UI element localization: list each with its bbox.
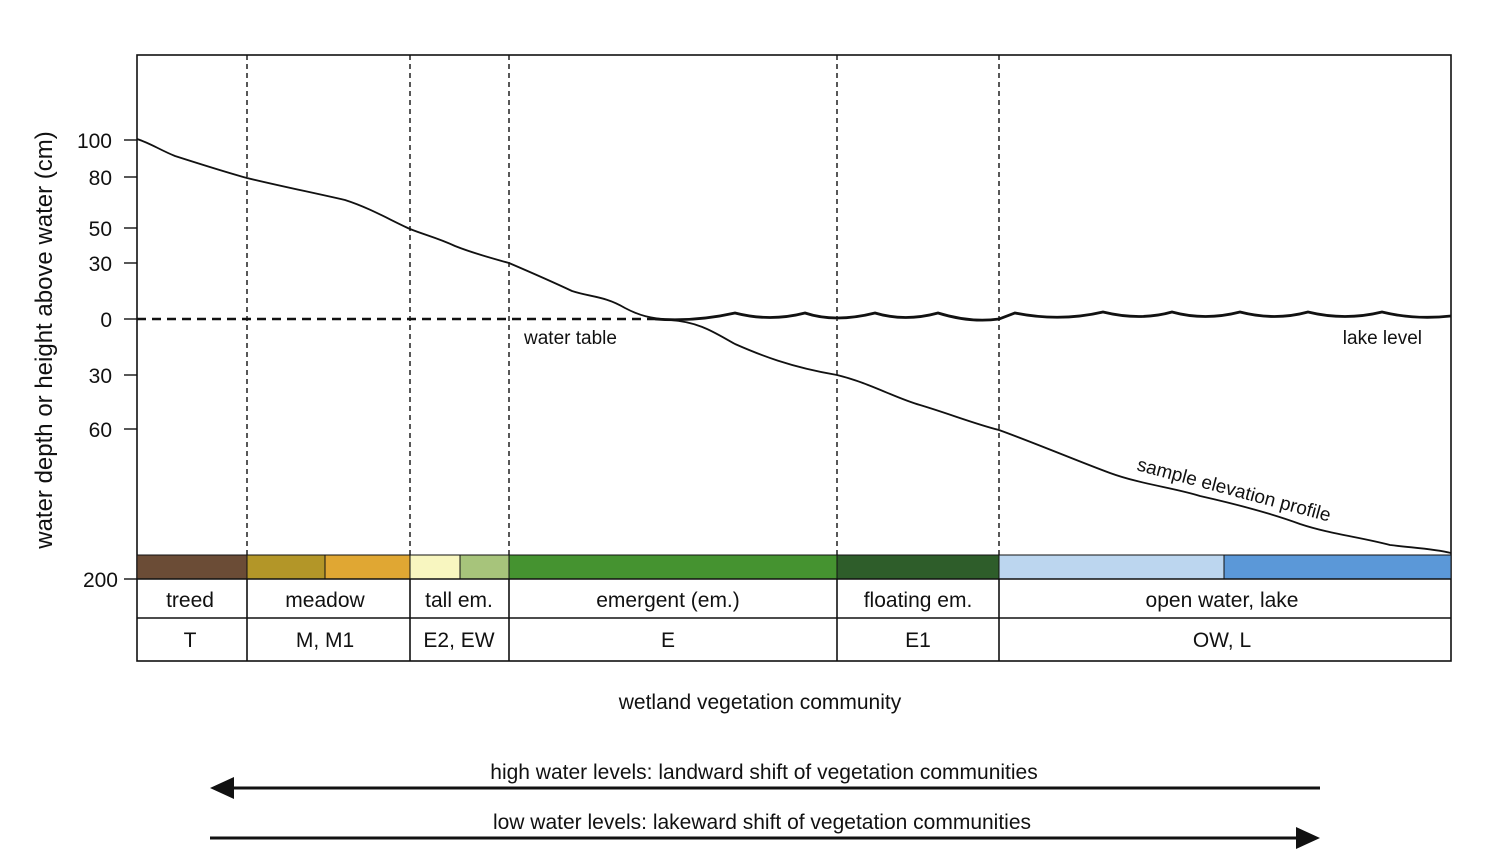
y-tick-label: 200 (83, 569, 118, 592)
band-open-water-2 (1223, 554, 1452, 580)
community-code: T (184, 629, 197, 652)
band-tall-em-2 (459, 554, 510, 580)
y-tick-label: 30 (89, 365, 112, 388)
band-open-water-1 (998, 554, 1225, 580)
landward-arrow (210, 777, 1320, 799)
community-name: tall em. (425, 589, 493, 612)
y-ticks (124, 139, 137, 580)
community-code: OW, L (1193, 629, 1251, 652)
community-name: open water, lake (1146, 589, 1299, 612)
community-code: E1 (905, 629, 931, 652)
band-tall-em-1 (409, 554, 461, 580)
band-floating (836, 554, 1000, 580)
profile-label: sample elevation profile (1135, 455, 1333, 527)
y-tick-label: 80 (89, 167, 112, 190)
community-name: treed (166, 589, 214, 612)
band-emergent (508, 554, 838, 580)
y-tick-labels: 100 80 50 30 0 30 60 200 (77, 130, 118, 592)
high-water-caption: high water levels: landward shift of veg… (490, 761, 1037, 784)
community-codes: T M, M1 E2, EW E E1 OW, L (184, 629, 1252, 652)
y-tick-label: 50 (89, 218, 112, 241)
community-name: meadow (285, 589, 365, 612)
lakeward-arrow (210, 827, 1320, 849)
band-meadow-2 (324, 554, 411, 580)
water-table-label: water table (523, 328, 617, 349)
y-tick-label: 0 (100, 309, 112, 332)
community-names: treed meadow tall em. emergent (em.) flo… (166, 589, 1298, 612)
y-tick-label: 60 (89, 419, 112, 442)
community-code: M, M1 (296, 629, 354, 652)
elevation-profile-line (137, 138, 1451, 554)
y-tick-label: 30 (89, 253, 112, 276)
band-meadow-1 (246, 554, 326, 580)
band-treed (136, 554, 248, 580)
community-name: emergent (em.) (596, 589, 740, 612)
x-axis-title: wetland vegetation community (618, 691, 902, 714)
community-dividers (246, 55, 1000, 555)
vegetation-color-band (136, 554, 1452, 580)
y-tick-label: 100 (77, 130, 112, 153)
community-code: E2, EW (423, 629, 494, 652)
community-code: E (661, 629, 675, 652)
lake-level-label: lake level (1343, 328, 1422, 349)
lake-level-waves (654, 310, 1451, 322)
y-axis-title: water depth or height above water (cm) (31, 131, 58, 550)
plot-frame (136, 54, 1452, 662)
community-table (137, 578, 1451, 661)
community-name: floating em. (864, 589, 973, 612)
low-water-caption: low water levels: lakeward shift of vege… (493, 811, 1031, 834)
